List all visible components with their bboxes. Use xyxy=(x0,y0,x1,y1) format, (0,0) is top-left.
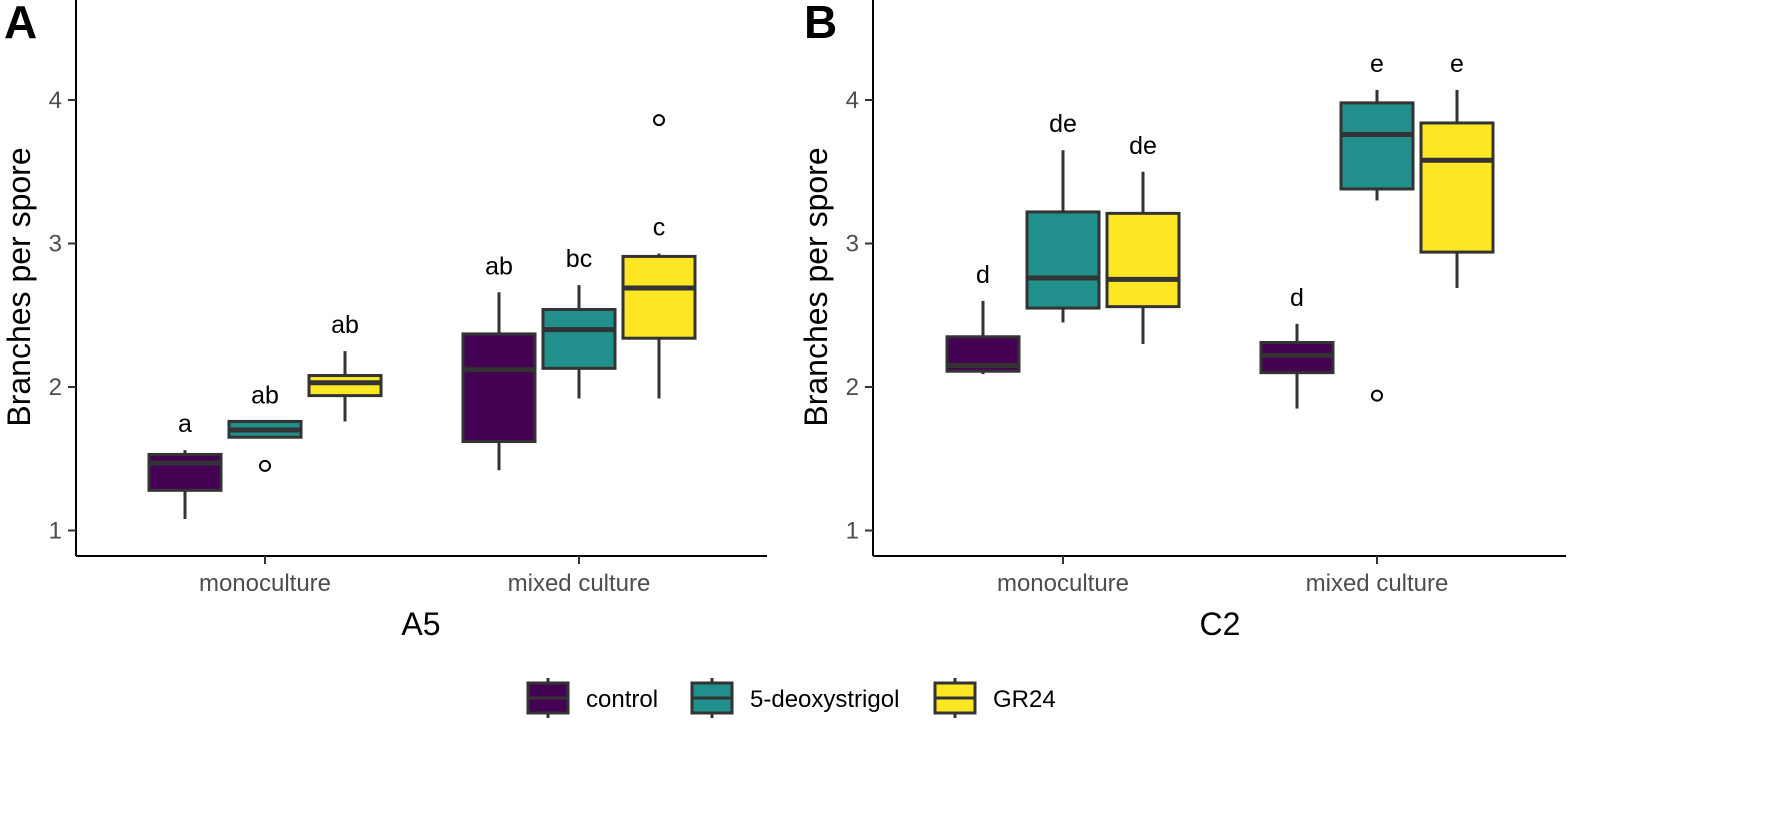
panel-b: B Branches per spore C2 1 2 3 4 monoculture m… xyxy=(798,0,1566,642)
sig-label-a-mixed-culture-gr24: c xyxy=(653,214,666,242)
sig-label-b-mixed-culture-5-deoxystrigol: e xyxy=(1370,50,1384,78)
x-tick-label-b-monoculture: monoculture xyxy=(997,570,1129,597)
sig-label-a-monoculture-control: a xyxy=(178,410,192,438)
y-tick-label-b-2: 2 xyxy=(846,374,859,401)
y-tick-label-a-3: 3 xyxy=(49,231,62,258)
outlier-a-mixed-culture-gr24-0 xyxy=(653,114,665,127)
legend-label-5-deoxystrigol: 5-deoxystrigol xyxy=(750,686,899,713)
panel-a-marks: 1 2 3 4 monoculture mixed culture a ab ab ab bc c xyxy=(49,0,767,597)
legend: control 5-deoxystrigol GR24 xyxy=(526,678,1056,718)
sig-label-b-mixed-culture-control: d xyxy=(1290,284,1304,312)
y-axis-title-b: Branches per spore xyxy=(798,147,834,426)
sig-label-a-monoculture-gr24: ab xyxy=(331,311,359,339)
box-b-mixed-culture-gr24 xyxy=(1419,121,1495,254)
y-tick-label-a-4: 4 xyxy=(49,87,62,114)
sig-label-a-monoculture-5-deoxystrigol: ab xyxy=(251,381,279,409)
x-tick-label-a-monoculture: monoculture xyxy=(199,570,331,597)
sig-label-a-mixed-culture-5-deoxystrigol: bc xyxy=(566,245,592,273)
box-a-monoculture-gr24 xyxy=(307,374,383,398)
y-tick-label-a-2: 2 xyxy=(49,374,62,401)
panel-letter-b: B xyxy=(804,0,837,48)
y-tick-label-b-1: 1 xyxy=(846,518,859,545)
sig-label-b-monoculture-control: d xyxy=(976,261,990,289)
x-axis-title-a: A5 xyxy=(401,606,440,642)
legend-label-control: control xyxy=(586,686,658,713)
y-tick-label-a-1: 1 xyxy=(49,518,62,545)
panel-letter-a: A xyxy=(4,0,37,48)
sig-label-b-monoculture-gr24: de xyxy=(1129,132,1157,160)
box-b-monoculture-5-deoxystrigol xyxy=(1025,210,1101,310)
box-a-mixed-culture-gr24 xyxy=(621,254,697,340)
x-tick-label-a-mixed-culture: mixed culture xyxy=(508,570,651,597)
box-a-mixed-culture-5-deoxystrigol xyxy=(541,308,617,370)
sig-label-b-mixed-culture-gr24: e xyxy=(1450,50,1464,78)
sig-label-a-mixed-culture-control: ab xyxy=(485,252,513,280)
legend-label-gr24: GR24 xyxy=(993,686,1056,713)
outlier-b-mixed-culture-5-deoxystrigol-0 xyxy=(1371,389,1383,402)
panel-a: A Branches per spore A5 1 2 3 4 monoculture m… xyxy=(1,0,767,642)
box-b-monoculture-gr24 xyxy=(1105,211,1181,309)
x-tick-label-b-mixed-culture: mixed culture xyxy=(1306,570,1449,597)
y-axis-title-a: Branches per spore xyxy=(1,147,37,426)
outlier-a-monoculture-5-deoxystrigol-0 xyxy=(259,459,271,472)
box-a-monoculture-control xyxy=(147,452,223,492)
sig-label-b-monoculture-5-deoxystrigol: de xyxy=(1049,110,1077,138)
box-a-mixed-culture-control xyxy=(461,332,537,444)
y-tick-label-b-4: 4 xyxy=(846,87,859,114)
x-axis-title-b: C2 xyxy=(1200,606,1241,642)
box-b-mixed-culture-5-deoxystrigol xyxy=(1339,101,1415,191)
y-tick-label-b-3: 3 xyxy=(846,231,859,258)
